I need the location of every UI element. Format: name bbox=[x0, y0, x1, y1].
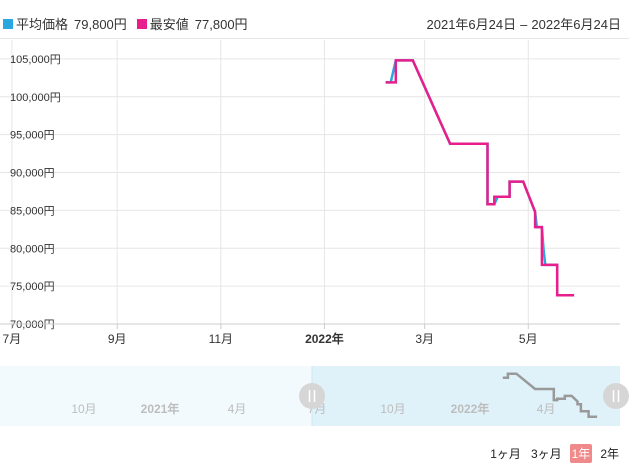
navigator-right-handle-circle[interactable] bbox=[603, 383, 629, 409]
y-tick-label: 105,000円 bbox=[10, 54, 61, 66]
navigator-axis-label: 10月 bbox=[380, 402, 405, 416]
navigator-axis-label: 2021年 bbox=[141, 401, 180, 416]
chart-legend: 平均価格 79,800円 最安値 77,800円 bbox=[3, 14, 258, 33]
range-1-year-button[interactable]: 1年 bbox=[569, 444, 593, 463]
range-3-month-button[interactable]: 3ヶ月 bbox=[530, 447, 562, 461]
legend-average-label: 平均価格 bbox=[16, 17, 69, 32]
x-tick-label: 5月 bbox=[519, 332, 538, 346]
y-tick-label: 100,000円 bbox=[10, 92, 61, 104]
navigator-right-handle[interactable] bbox=[603, 383, 629, 409]
navigator-left-handle[interactable] bbox=[299, 383, 325, 409]
range-selector: 1ヶ月 3ヶ月 1年 2年 bbox=[482, 444, 621, 463]
x-tick-label: 2022年 bbox=[305, 331, 344, 346]
legend-item-average[interactable]: 平均価格 79,800円 bbox=[3, 14, 127, 33]
navigator-selected-range bbox=[312, 366, 620, 426]
range-2-year-button[interactable]: 2年 bbox=[600, 447, 619, 461]
legend-item-lowest[interactable]: 最安値 77,800円 bbox=[136, 14, 248, 33]
navigator-series-line bbox=[502, 372, 598, 418]
lowest-price-line bbox=[385, 59, 575, 297]
y-tick-label: 90,000円 bbox=[10, 168, 55, 180]
legend-average-value: 79,800円 bbox=[74, 17, 127, 32]
legend-lowest-label: 最安値 bbox=[149, 17, 189, 32]
date-range: 2021年6月24日 –2022年6月24日 bbox=[427, 14, 621, 33]
y-tick-label: 95,000円 bbox=[10, 130, 55, 142]
y-tick-label: 75,000円 bbox=[10, 281, 55, 293]
average-price-line bbox=[385, 59, 575, 297]
navigator-axis-label: 2022年 bbox=[451, 401, 490, 416]
legend-lowest-value: 77,800円 bbox=[194, 17, 248, 32]
date-range-separator: – bbox=[520, 17, 528, 32]
y-tick-label: 80,000円 bbox=[10, 243, 55, 255]
navigator-axis-label: 10月 bbox=[71, 402, 96, 416]
navigator-axis-label: 4月 bbox=[228, 402, 247, 416]
header-divider bbox=[0, 38, 629, 39]
y-tick-label: 70,000円 bbox=[10, 319, 55, 331]
y-tick-label: 85,000円 bbox=[10, 205, 55, 217]
x-tick-label: 3月 bbox=[415, 332, 434, 346]
navigator-axis-label: 4月 bbox=[537, 402, 556, 416]
x-tick-label: 7月 bbox=[3, 332, 22, 346]
date-range-end: 2022年6月24日 bbox=[531, 17, 621, 32]
navigator-left-handle-circle[interactable] bbox=[299, 383, 325, 409]
range-1-month-button[interactable]: 1ヶ月 bbox=[490, 447, 521, 461]
x-tick-label: 9月 bbox=[108, 332, 127, 346]
average-swatch-icon bbox=[3, 18, 13, 29]
x-tick-label: 11月 bbox=[209, 332, 233, 346]
date-range-start: 2021年6月24日 bbox=[426, 17, 517, 32]
lowest-swatch-icon bbox=[136, 18, 147, 29]
